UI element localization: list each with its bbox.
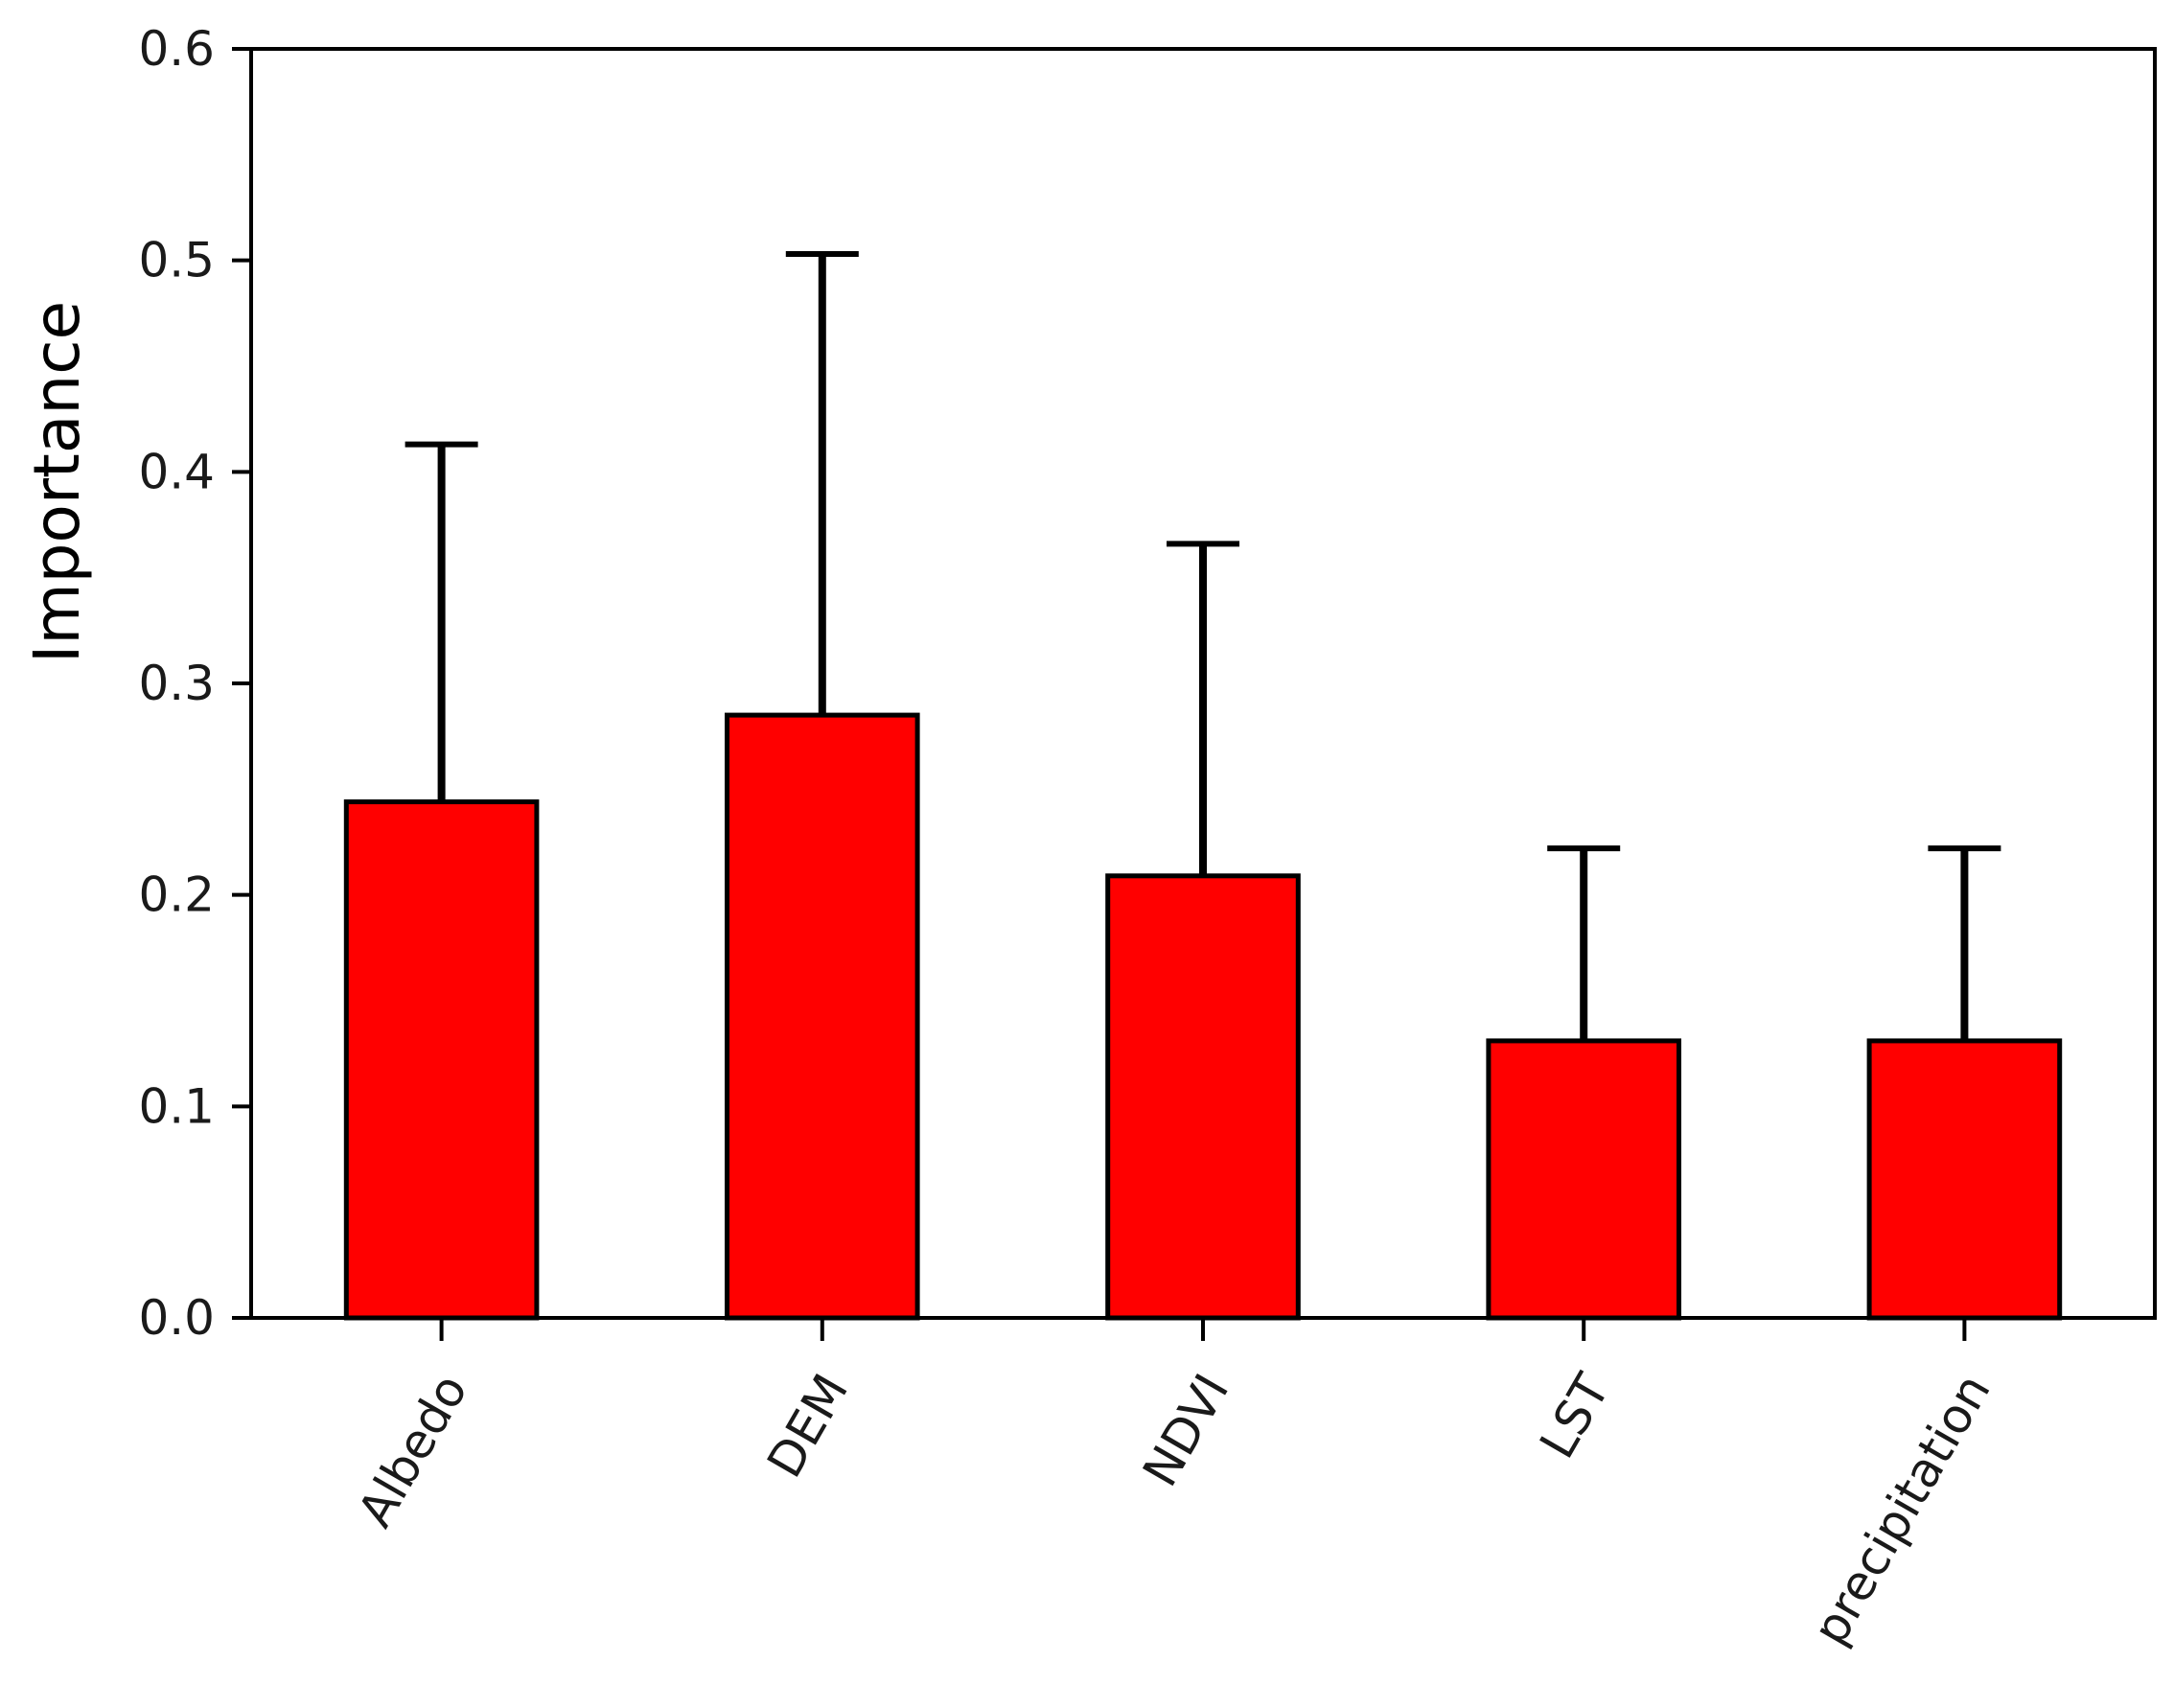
bar-ndvi [1105, 873, 1301, 1321]
y-tick-label: 0.3 [138, 656, 215, 711]
y-tick-label: 0.6 [138, 21, 215, 77]
x-axis-ticks: Albedo DEM NDVI LST precipitation [347, 1318, 2001, 1654]
x-tick-label-albedo: Albedo [347, 1365, 478, 1536]
y-tick-label: 0.5 [138, 233, 215, 289]
y-tick-label: 0.4 [138, 444, 215, 499]
y-tick-label: 0.2 [138, 867, 215, 923]
y-axis-ticks: 0.0 0.1 0.2 0.3 0.4 0.5 0.6 [138, 21, 251, 1346]
x-tick-label-lst: LST [1529, 1365, 1621, 1467]
bar-albedo [343, 799, 540, 1321]
y-axis-label: Importance [20, 301, 94, 663]
bar-lst [1486, 1038, 1682, 1321]
bar-dem [725, 712, 920, 1321]
x-tick-label-dem: DEM [756, 1365, 859, 1487]
bar-precipitation [1866, 1038, 2063, 1321]
x-tick-label-precipitation: precipitation [1802, 1365, 2001, 1654]
y-tick-label: 0.1 [138, 1078, 215, 1134]
x-tick-label-ndvi: NDVI [1132, 1365, 1239, 1495]
plot-area [249, 47, 2157, 1321]
y-tick-label: 0.0 [138, 1290, 215, 1346]
